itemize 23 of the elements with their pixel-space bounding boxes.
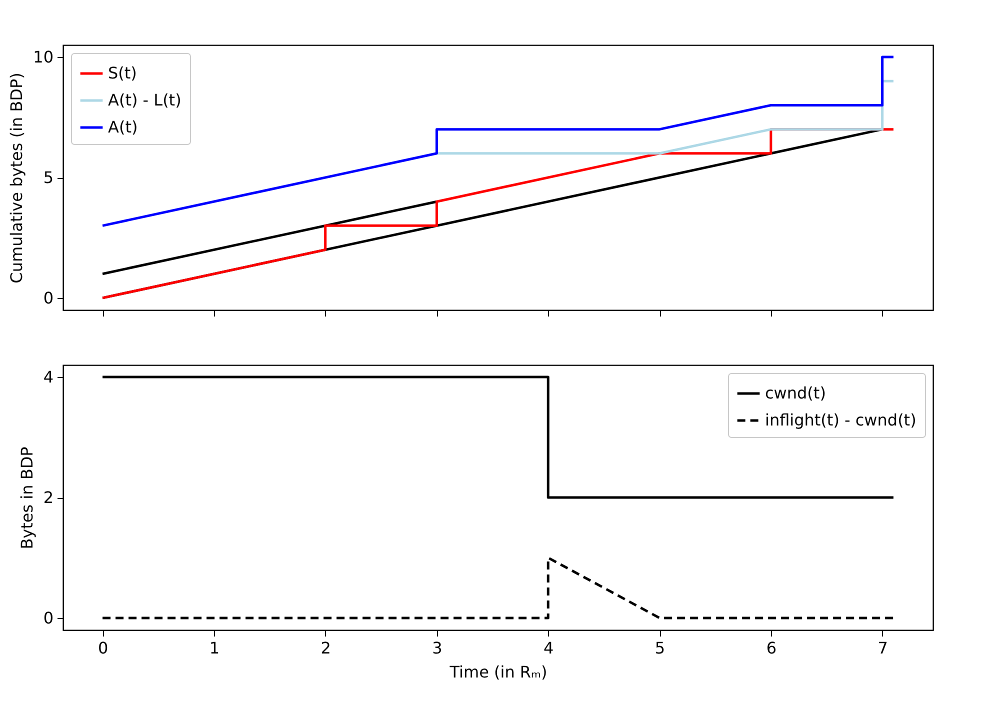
legend-label: cwnd(t) xyxy=(765,384,826,402)
x-axis-title: Time (in Rₘ) xyxy=(448,662,548,682)
legend-label: A(t) xyxy=(108,118,138,136)
x-tick-label: 6 xyxy=(766,638,777,658)
legend-label: S(t) xyxy=(108,64,137,82)
y-tick-label: 2 xyxy=(43,488,54,507)
y-tick-label: 0 xyxy=(43,608,54,628)
y-tick-label: 10 xyxy=(33,48,54,67)
y-axis-title: Cumulative bytes (in BDP) xyxy=(7,72,26,284)
y-tick-label: 0 xyxy=(43,288,54,308)
x-tick-label: 3 xyxy=(432,638,442,658)
x-tick-label: 1 xyxy=(209,638,220,658)
x-tick-label: 5 xyxy=(654,638,666,658)
line-series xyxy=(101,56,895,227)
x-tick-label: 0 xyxy=(98,638,108,658)
y-axis-title: Bytes in BDP xyxy=(17,446,36,550)
y-tick-label: 5 xyxy=(43,168,54,187)
legend-label: inflight(t) - cwnd(t) xyxy=(765,410,916,430)
legend-label: A(t) - L(t) xyxy=(108,90,182,110)
y-tick-label: 4 xyxy=(43,368,54,387)
x-tick-label: 2 xyxy=(320,638,331,658)
x-tick-label: 7 xyxy=(878,638,888,658)
x-tick-label: 4 xyxy=(544,638,554,658)
